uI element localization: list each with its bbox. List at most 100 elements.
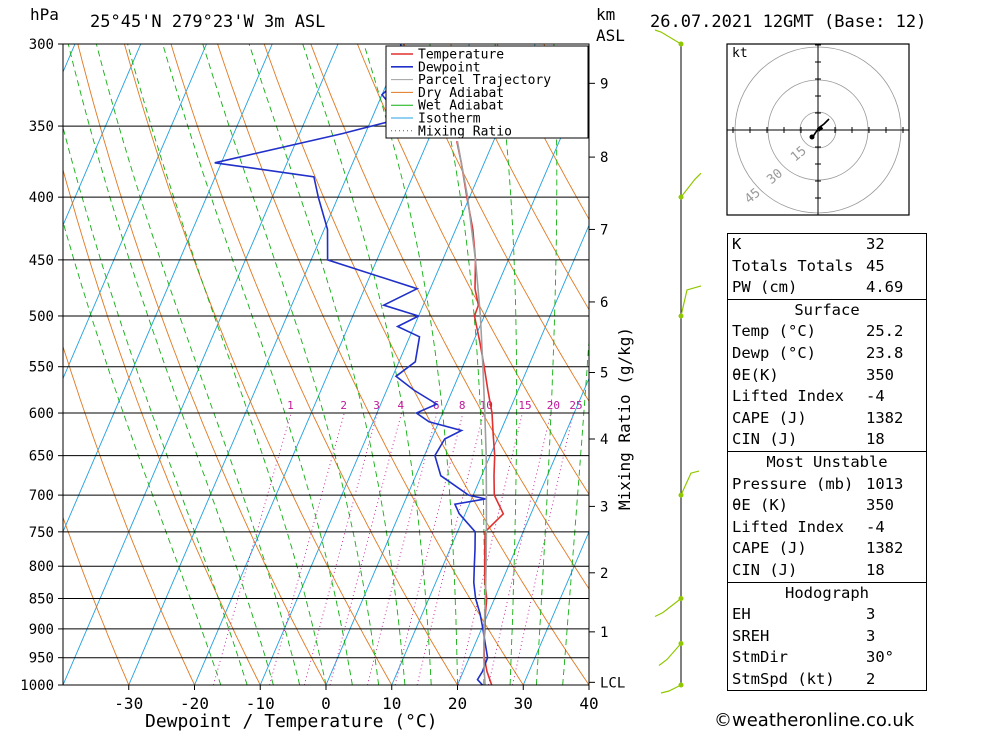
isotherm-line xyxy=(522,530,589,685)
indices-section: K 32 Totals Totals 45 PW (cm) 4.69 xyxy=(727,233,927,300)
altitude-tick-label: 6 xyxy=(600,295,608,311)
wet-adiabat-line xyxy=(248,44,406,685)
wind-barb-dot xyxy=(678,313,684,319)
wind-barb xyxy=(680,470,700,496)
isotherm-line xyxy=(457,377,589,685)
isotherm-line xyxy=(391,224,589,685)
indices-label: Temp (°C) xyxy=(732,322,816,341)
indices-label: Totals Totals xyxy=(732,256,854,275)
altitude-tick-label: 2 xyxy=(600,566,608,582)
hodograph-unit-label: kt xyxy=(732,46,748,61)
parcel-trajectory-line xyxy=(456,140,488,685)
indices-row: Dewp (°C) 23.8 xyxy=(728,343,926,365)
indices-value: -4 xyxy=(866,387,885,406)
mixing-ratio-line xyxy=(512,412,574,685)
temperature-tick-label: 20 xyxy=(448,694,467,713)
indices-section: Hodograph EH 3 SREH 3 StmDir 30° StmSpd (kt) 2 xyxy=(727,582,927,692)
indices-label: Pressure (mb) xyxy=(732,474,854,493)
wet-adiabat-line xyxy=(162,44,353,685)
temperature-tick-label: 0 xyxy=(321,694,331,713)
mixing-ratio-label: 20 xyxy=(547,399,560,412)
legend-label: Dry Adiabat xyxy=(418,86,504,101)
indices-value: 32 xyxy=(866,235,885,253)
pressure-label: 400 xyxy=(29,190,54,206)
mixing-ratio-line xyxy=(212,412,292,685)
wet-adiabat-line xyxy=(562,334,589,685)
pressure-label: 800 xyxy=(29,559,54,575)
pressure-label: 350 xyxy=(29,119,54,135)
wind-barbs xyxy=(654,29,702,694)
indices-label: StmSpd (kt) xyxy=(732,669,835,688)
dry-adiabat-line xyxy=(63,168,261,685)
altitude-tick-label: 4 xyxy=(600,432,608,448)
wind-barb xyxy=(660,684,682,694)
altitude-tick-label: 3 xyxy=(600,499,608,515)
pressure-label: 450 xyxy=(29,253,54,269)
indices-value: 1382 xyxy=(866,408,904,427)
wet-adiabat-line xyxy=(429,44,485,685)
indices-row: θE (K) 350 xyxy=(728,495,926,517)
indices-row: CIN (J) 18 xyxy=(728,429,926,451)
wind-barb-dot xyxy=(678,492,684,498)
indices-value: -4 xyxy=(866,517,885,536)
dry-adiabat-line xyxy=(263,44,589,685)
dry-adiabat-line xyxy=(77,44,327,685)
wind-barb xyxy=(680,172,702,198)
indices-value: 18 xyxy=(866,560,885,579)
wet-adiabat-line xyxy=(63,125,248,685)
pressure-label: 850 xyxy=(29,591,54,607)
indices-section-title: Most Unstable xyxy=(766,452,888,471)
indices-label: EH xyxy=(732,605,751,624)
indices-label: CAPE (J) xyxy=(732,539,807,558)
mixing-ratio-line xyxy=(367,412,438,685)
legend-label: Dewpoint xyxy=(418,60,481,75)
indices-section-title: Hodograph xyxy=(785,583,869,602)
indices-row: Totals Totals 45 xyxy=(728,256,926,278)
mixing-ratio-label: 2 xyxy=(340,399,347,412)
dry-adiabat-line xyxy=(403,44,589,403)
wind-barb-dot xyxy=(678,41,684,47)
temperature-tick-label: -10 xyxy=(246,694,275,713)
indices-row: CAPE (J) 1382 xyxy=(728,538,926,560)
indices-row: Lifted Index -4 xyxy=(728,517,926,539)
altitude-tick-label: 5 xyxy=(600,365,608,381)
isotherm-line xyxy=(0,44,9,685)
indices-row: SREH 3 xyxy=(728,626,926,648)
pressure-label: 550 xyxy=(29,360,54,376)
axes: 3003504004505005506006507007508008509009… xyxy=(20,37,625,713)
temperature-tick-label: 40 xyxy=(579,694,598,713)
indices-row: θE(K) 350 xyxy=(728,365,926,387)
indices-value: 25.2 xyxy=(866,322,904,341)
indices-row: Pressure (mb) 1013 xyxy=(728,474,926,496)
mixing-ratio-line xyxy=(269,412,345,685)
plot-frame xyxy=(62,43,590,686)
indices-value: 23.8 xyxy=(866,343,904,362)
mixing-ratio-label: 4 xyxy=(398,399,405,412)
isotherm-line xyxy=(63,44,142,227)
isotherm-line xyxy=(194,44,470,685)
temperature-tick-label: -20 xyxy=(180,694,209,713)
wind-barb-dot xyxy=(678,640,684,646)
altitude-tick-label: 1 xyxy=(600,625,608,641)
legend-label: Mixing Ratio xyxy=(418,124,512,139)
indices-label: PW (cm) xyxy=(732,278,798,297)
indices-label: CIN (J) xyxy=(732,560,798,579)
dewpoint-line xyxy=(214,44,489,685)
indices-label: θE (K) xyxy=(732,496,788,515)
indices-row: StmSpd (kt) 2 xyxy=(728,669,926,691)
temperature-tick-label: -30 xyxy=(114,694,143,713)
mixing-ratio-label: 15 xyxy=(518,399,531,412)
location-title: 25°45'N 279°23'W 3m ASL xyxy=(90,12,325,32)
wind-barb xyxy=(658,643,682,666)
indices-row: StmDir 30° xyxy=(728,647,926,669)
pressure-label: 750 xyxy=(29,525,54,541)
altitude-tick-label: 7 xyxy=(600,222,608,238)
indices-row: K 32 xyxy=(728,234,926,256)
wet-adiabat-line xyxy=(202,44,380,685)
dry-adiabat-line xyxy=(496,44,589,221)
indices-value: 350 xyxy=(866,496,894,515)
dry-adiabat-line xyxy=(450,44,589,311)
dry-adiabat-line xyxy=(356,44,589,496)
